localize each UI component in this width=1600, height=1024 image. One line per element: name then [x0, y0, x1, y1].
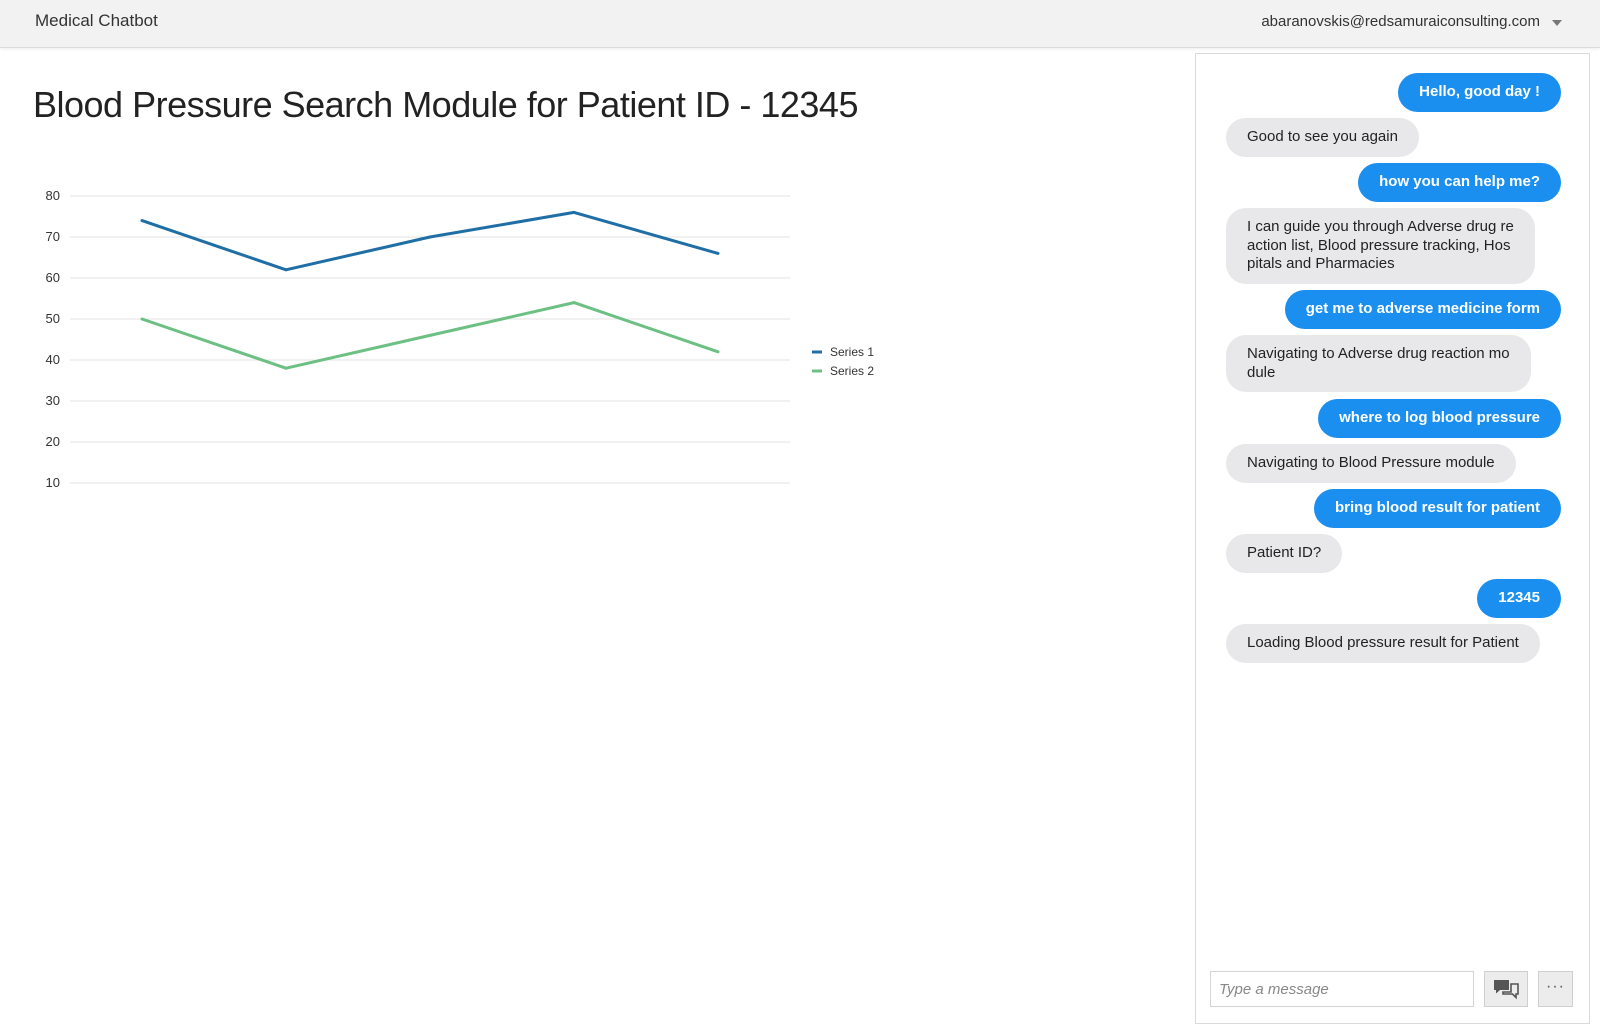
user-message-bubble: Hello, good day !	[1398, 73, 1561, 112]
message-text: bring blood result for patient	[1335, 499, 1540, 516]
series-1-point	[716, 251, 720, 255]
y-tick-label: 20	[46, 434, 60, 449]
message-text-line: I can guide you through Adverse drug re	[1247, 218, 1514, 235]
legend-label: Series 2	[830, 364, 874, 378]
series-1-point	[140, 219, 144, 223]
message-text: Loading Blood pressure result for Patien…	[1247, 634, 1519, 651]
y-tick-label: 30	[46, 393, 60, 408]
y-tick-label: 70	[46, 229, 60, 244]
message-list: Hello, good day ! Good to see you again ho…	[1196, 54, 1589, 934]
user-message-bubble: 12345	[1477, 579, 1561, 618]
send-button[interactable]	[1484, 971, 1528, 1007]
message-text: Good to see you again	[1247, 128, 1398, 145]
series-2-point	[716, 350, 720, 354]
message-text-line: dule	[1247, 363, 1276, 381]
series-line-1	[141, 210, 719, 272]
series-2-point	[284, 366, 288, 370]
user-message-bubble: get me to adverse medicine form	[1284, 290, 1561, 329]
bot-message-bubble: Navigating to Blood Pressure module	[1226, 444, 1516, 483]
y-tick-label: 80	[46, 188, 60, 203]
message-composer: ···	[1210, 971, 1576, 1007]
series-1-point	[572, 210, 576, 214]
message-text: Patient ID?	[1247, 544, 1322, 561]
main-content: Blood Pressure Search Module for Patient…	[0, 48, 1195, 1024]
more-options-icon: ···	[1546, 978, 1565, 995]
series-1-point	[428, 235, 432, 239]
message-text: 12345	[1498, 589, 1540, 606]
legend-label: Series 1	[830, 345, 874, 359]
message-text: how you can help me?	[1379, 173, 1540, 190]
y-tick-label: 0	[53, 516, 60, 518]
blood-pressure-chart: 01020304050607080JanFebMarAprMaySeries 1…	[46, 188, 875, 518]
message-text: Navigating to Blood Pressure module	[1247, 454, 1495, 471]
caret-down-icon	[1552, 19, 1562, 26]
y-tick-label: 60	[46, 270, 60, 285]
series-1-point	[284, 268, 288, 272]
user-menu[interactable]: abaranovskis@redsamuraiconsulting.com	[1261, 13, 1562, 30]
app-title: Medical Chatbot	[35, 11, 158, 30]
bot-message-bubble: Navigating to Adverse drug reaction mo du…	[1226, 335, 1531, 392]
page-title: Blood Pressure Search Module for Patient…	[33, 84, 858, 125]
bot-message-bubble: Patient ID?	[1226, 534, 1343, 573]
message-text-line: Navigating to Adverse drug reaction mo	[1247, 345, 1510, 362]
series-2-point	[572, 301, 576, 305]
series-2-point	[140, 317, 144, 321]
user-email: abaranovskis@redsamuraiconsulting.com	[1261, 13, 1540, 30]
chat-bubbles-icon	[1494, 980, 1519, 1000]
user-message-bubble: bring blood result for patient	[1314, 489, 1561, 528]
y-tick-label: 40	[46, 352, 60, 367]
message-text: get me to adverse medicine form	[1305, 300, 1540, 317]
app-header: Medical Chatbot abaranovskis@redsamuraic…	[0, 0, 1600, 48]
more-options-button[interactable]: ···	[1538, 971, 1573, 1007]
bot-message-bubble: Loading Blood pressure result for Patien…	[1226, 624, 1540, 663]
message-text-line: action list, Blood pressure tracking, Ho…	[1247, 236, 1511, 254]
y-tick-label: 10	[46, 475, 60, 490]
chat-panel: Hello, good day ! Good to see you again ho…	[1195, 53, 1590, 1024]
message-text: where to log blood pressure	[1339, 409, 1540, 426]
series-2-point	[428, 333, 432, 337]
bot-message-bubble: Good to see you again	[1226, 118, 1419, 157]
user-message-bubble: how you can help me?	[1358, 163, 1561, 202]
message-text: Hello, good day !	[1419, 83, 1540, 100]
y-tick-label: 50	[46, 311, 60, 326]
bot-message-bubble: I can guide you through Adverse drug re a…	[1226, 208, 1535, 284]
message-input[interactable]	[1210, 971, 1474, 1007]
message-text-line: pitals and Pharmacies	[1247, 255, 1395, 272]
user-message-bubble: where to log blood pressure	[1318, 399, 1561, 438]
